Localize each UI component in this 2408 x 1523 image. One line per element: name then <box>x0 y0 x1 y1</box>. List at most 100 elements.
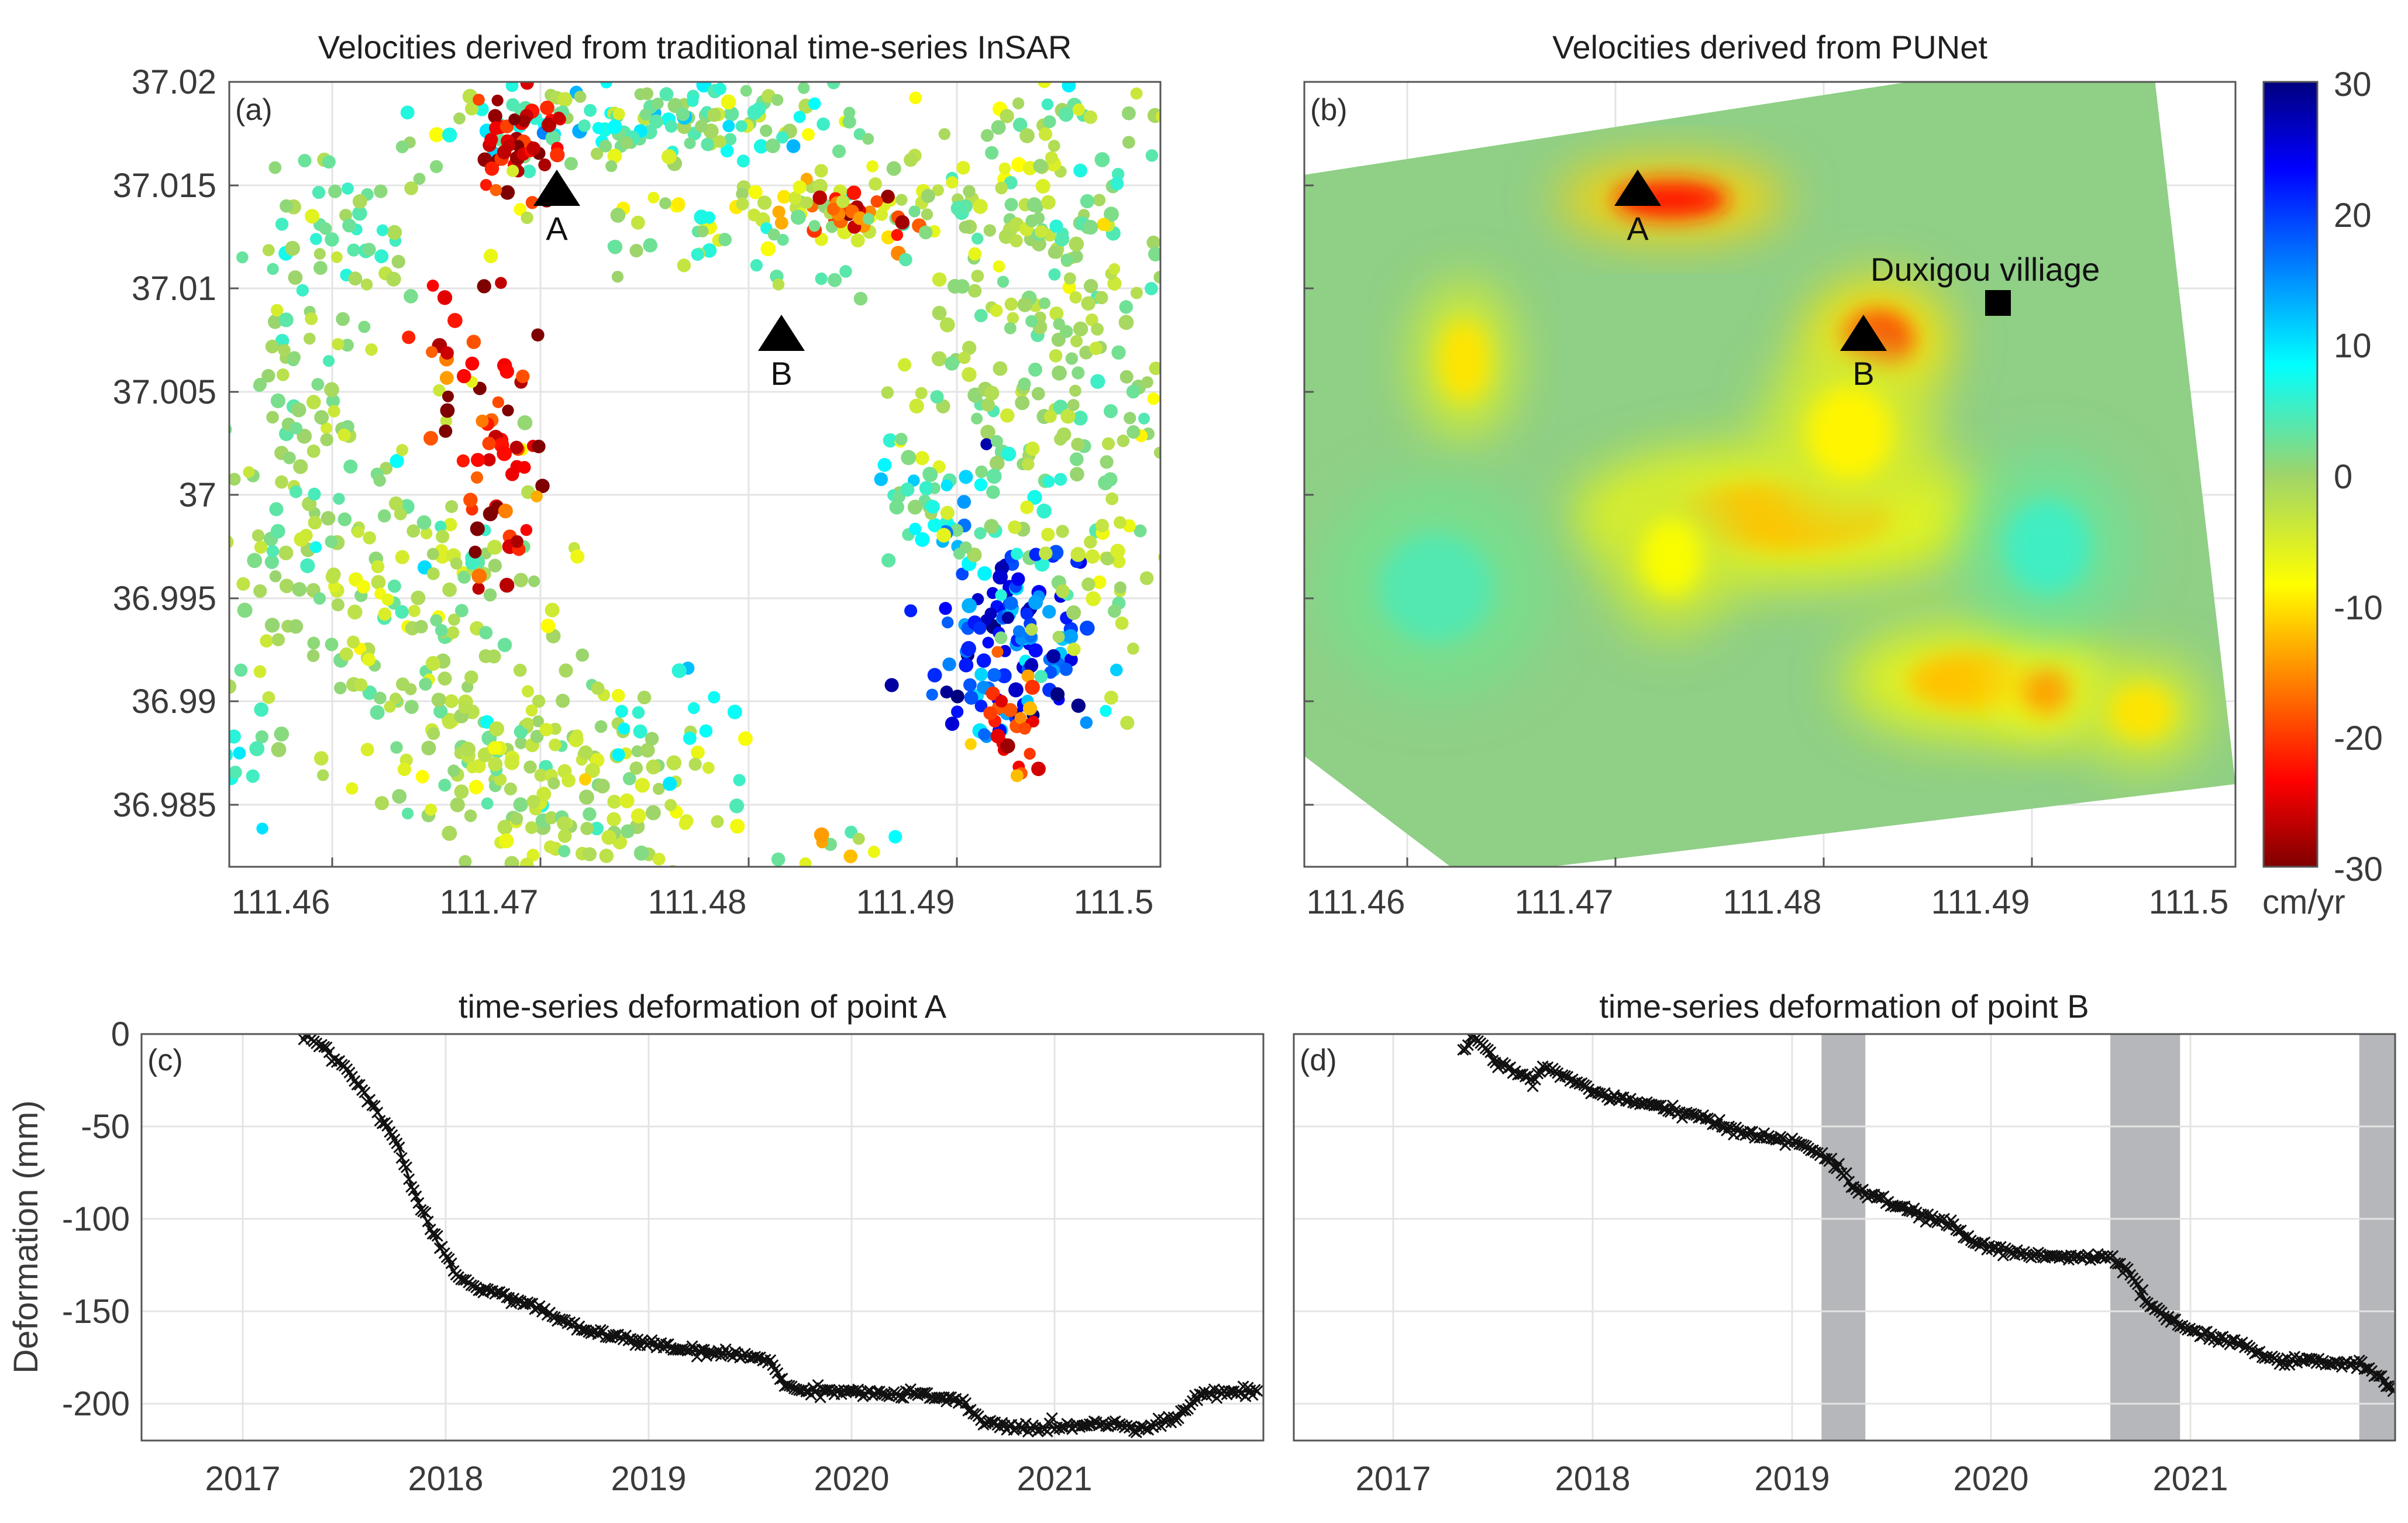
insar-point <box>1122 136 1135 149</box>
insar-point <box>1011 572 1025 586</box>
insar-point <box>371 575 386 590</box>
insar-point <box>990 304 1003 318</box>
insar-point <box>271 633 285 647</box>
insar-point <box>684 137 696 149</box>
insar-point <box>388 496 404 511</box>
insar-point <box>908 205 921 218</box>
insar-point <box>974 478 988 492</box>
insar-point <box>443 518 457 532</box>
insar-point <box>909 398 924 414</box>
panel-b-xtick: 111.46 <box>1307 883 1405 921</box>
insar-point <box>305 209 320 224</box>
insar-point <box>1041 528 1055 542</box>
series-marker <box>2121 1263 2134 1275</box>
insar-point <box>300 866 306 867</box>
insar-point <box>440 403 455 418</box>
insar-point <box>926 499 940 514</box>
insar-point <box>549 738 561 752</box>
insar-point <box>456 454 470 468</box>
insar-point <box>620 136 633 149</box>
series-marker <box>1894 1201 1906 1213</box>
insar-point <box>983 706 997 721</box>
insar-point <box>526 795 540 809</box>
insar-point <box>484 133 498 147</box>
insar-point <box>346 782 359 795</box>
insar-point <box>812 178 828 194</box>
insar-point <box>750 259 763 272</box>
insar-point <box>760 241 776 257</box>
series-marker <box>410 1190 422 1202</box>
insar-point <box>395 140 409 154</box>
insar-point <box>1031 762 1046 777</box>
insar-point <box>313 261 328 275</box>
panel-c-title: time-series deformation of point A <box>459 988 947 1025</box>
insar-point <box>736 154 750 168</box>
insar-point <box>276 368 290 381</box>
insar-point <box>1147 392 1160 405</box>
insar-point <box>523 760 537 774</box>
insar-point <box>990 435 1003 447</box>
insar-point <box>1025 315 1038 328</box>
insar-point <box>480 179 492 191</box>
insar-point <box>790 209 806 225</box>
insar-point <box>686 95 699 107</box>
insar-point <box>306 649 320 662</box>
insar-point <box>610 208 626 223</box>
colorbar-tick: -30 <box>2334 850 2383 888</box>
insar-point <box>391 254 405 269</box>
insar-point <box>922 467 938 483</box>
insar-point <box>347 243 360 257</box>
insar-point <box>615 705 628 718</box>
insar-point <box>545 602 560 618</box>
insar-point <box>881 386 894 399</box>
series-marker <box>2355 1356 2368 1368</box>
series-marker <box>436 1241 448 1253</box>
panel-c-ylabel: Deformation (mm) <box>7 1100 45 1373</box>
punet-velocity-field <box>1323 162 2204 765</box>
insar-point <box>661 149 677 164</box>
insar-point <box>640 743 655 758</box>
series-marker <box>1239 1390 1252 1403</box>
panel-c-xtick: 2021 <box>1017 1460 1092 1498</box>
panel-a-ytick: 36.995 <box>113 580 216 618</box>
insar-point <box>362 243 376 257</box>
insar-point <box>1008 682 1024 698</box>
insar-point <box>621 824 635 839</box>
insar-point <box>961 641 976 656</box>
insar-point <box>1103 472 1118 487</box>
insar-point <box>264 618 280 633</box>
insar-point <box>1024 659 1039 673</box>
insar-point <box>1085 67 1100 81</box>
insar-point <box>909 522 922 535</box>
insar-point <box>483 453 496 467</box>
insar-point <box>304 332 316 345</box>
insar-point <box>1083 278 1098 294</box>
insar-point <box>1153 446 1160 459</box>
insar-point <box>506 98 520 112</box>
insar-point <box>340 339 354 352</box>
insar-point <box>814 827 829 843</box>
insar-point <box>793 180 807 194</box>
insar-point <box>699 724 713 738</box>
insar-point <box>1103 404 1118 419</box>
insar-point <box>601 830 616 845</box>
insar-point <box>456 368 471 384</box>
insar-point <box>384 701 396 713</box>
insar-point <box>666 755 682 771</box>
insar-point <box>309 541 322 553</box>
insar-point <box>377 509 391 523</box>
insar-point <box>748 185 763 199</box>
velocity-anomaly-core <box>1640 518 1703 596</box>
insar-point <box>427 873 440 886</box>
panel-c: time-series deformation of point A 2017 … <box>7 988 1265 1498</box>
insar-point <box>404 181 418 195</box>
series-marker <box>895 1391 907 1404</box>
series-marker <box>371 1107 384 1119</box>
insar-point <box>898 358 912 372</box>
insar-point <box>590 147 604 160</box>
panel-c-ytick: -150 <box>62 1293 130 1331</box>
insar-point <box>1001 611 1014 624</box>
insar-point <box>214 772 227 785</box>
series-marker <box>381 1119 394 1132</box>
insar-point <box>772 205 786 219</box>
